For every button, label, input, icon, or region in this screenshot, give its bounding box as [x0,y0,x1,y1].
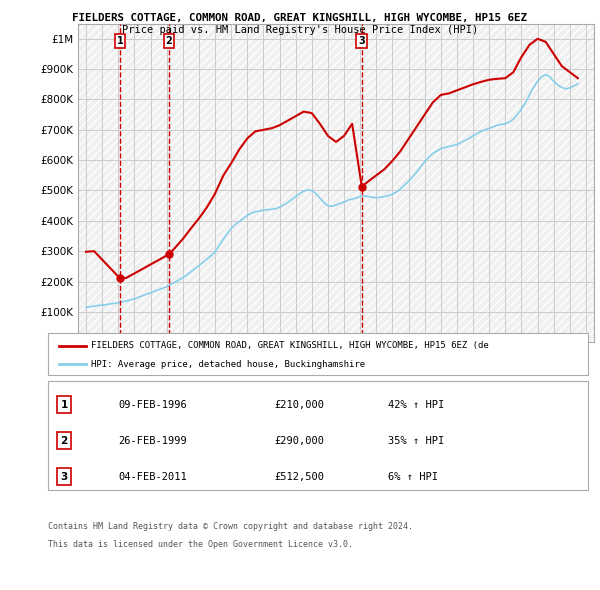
Text: 26-FEB-1999: 26-FEB-1999 [118,435,187,445]
Text: HPI: Average price, detached house, Buckinghamshire: HPI: Average price, detached house, Buck… [91,360,365,369]
Text: 04-FEB-2011: 04-FEB-2011 [118,471,187,481]
Text: 42% ↑ HPI: 42% ↑ HPI [388,399,445,409]
Text: £512,500: £512,500 [275,471,325,481]
Text: 09-FEB-1996: 09-FEB-1996 [118,399,187,409]
Text: This data is licensed under the Open Government Licence v3.0.: This data is licensed under the Open Gov… [48,540,353,549]
Text: 2: 2 [61,435,68,445]
Text: £290,000: £290,000 [275,435,325,445]
Text: 3: 3 [358,37,365,47]
Text: 1: 1 [117,37,124,47]
Text: Contains HM Land Registry data © Crown copyright and database right 2024.: Contains HM Land Registry data © Crown c… [48,522,413,531]
FancyBboxPatch shape [48,333,588,375]
Text: 2: 2 [166,37,172,47]
Text: 3: 3 [61,471,68,481]
FancyBboxPatch shape [48,381,588,490]
Text: Price paid vs. HM Land Registry's House Price Index (HPI): Price paid vs. HM Land Registry's House … [122,25,478,35]
Text: FIELDERS COTTAGE, COMMON ROAD, GREAT KINGSHILL, HIGH WYCOMBE, HP15 6EZ (de: FIELDERS COTTAGE, COMMON ROAD, GREAT KIN… [91,341,489,350]
Text: 6% ↑ HPI: 6% ↑ HPI [388,471,438,481]
Text: FIELDERS COTTAGE, COMMON ROAD, GREAT KINGSHILL, HIGH WYCOMBE, HP15 6EZ: FIELDERS COTTAGE, COMMON ROAD, GREAT KIN… [73,13,527,23]
Text: £210,000: £210,000 [275,399,325,409]
Text: 1: 1 [61,399,68,409]
Text: 35% ↑ HPI: 35% ↑ HPI [388,435,445,445]
